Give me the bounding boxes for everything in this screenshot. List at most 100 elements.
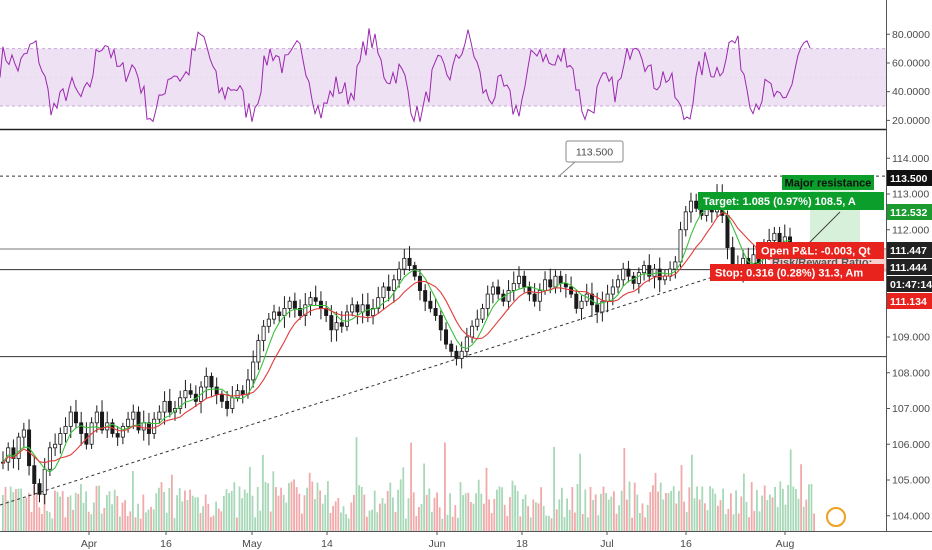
candle-body xyxy=(16,436,21,459)
volume-bar xyxy=(332,505,334,531)
volume-bar xyxy=(761,495,763,531)
candle xyxy=(47,441,52,477)
time-tick-label: May xyxy=(242,538,263,550)
volume-bar xyxy=(314,499,316,531)
price-tag: 111.134 xyxy=(887,293,932,309)
volume-bar xyxy=(389,482,392,531)
volume-bar xyxy=(483,503,485,531)
volume-bar xyxy=(537,503,540,531)
candle-body xyxy=(47,447,52,470)
candle xyxy=(167,388,172,418)
volume-bar xyxy=(72,509,74,531)
volume-bar xyxy=(106,495,108,531)
candle-body xyxy=(287,300,292,309)
candle-body xyxy=(402,257,407,270)
volume-bar xyxy=(38,507,41,531)
volume-bar xyxy=(290,481,293,531)
candle-body xyxy=(251,361,256,381)
volume-bar xyxy=(267,483,269,531)
volume-bar xyxy=(251,495,254,531)
stop-bg xyxy=(710,264,884,281)
ascending-trendline xyxy=(0,261,761,506)
volume-bar xyxy=(139,518,142,531)
candle xyxy=(688,192,693,223)
major-resistance-label: Major resistance xyxy=(782,175,874,190)
price-tick-label: 105.000 xyxy=(892,475,930,487)
candle xyxy=(204,367,209,399)
volume-bar xyxy=(20,488,22,531)
volume-bar xyxy=(215,501,217,531)
volume-bar xyxy=(288,483,290,531)
volume-bar xyxy=(155,493,158,531)
volume-bar xyxy=(171,474,173,531)
price-tag-bg xyxy=(887,170,932,186)
volume-bar xyxy=(342,506,345,531)
price-tick-label: 104.000 xyxy=(892,510,930,522)
volume-bar xyxy=(415,516,418,531)
target-label: Target: 1.085 (0.97%) 108.5, A xyxy=(698,192,884,210)
candle xyxy=(381,282,386,310)
candle-body xyxy=(68,411,73,427)
candle xyxy=(199,381,204,414)
candle xyxy=(574,289,579,314)
candle-body xyxy=(548,279,553,288)
candle-body xyxy=(397,268,402,281)
volume-bar xyxy=(519,516,522,531)
candle xyxy=(277,306,282,322)
volume-bar xyxy=(717,505,719,531)
volume-bar xyxy=(142,494,145,531)
volume-bar xyxy=(678,490,680,531)
volume-bar xyxy=(186,500,189,531)
volume-bar xyxy=(522,499,524,531)
volume-bar xyxy=(441,518,444,531)
volume-bar xyxy=(35,493,38,531)
volume-bar xyxy=(704,503,706,531)
candle-body xyxy=(120,425,125,438)
candle xyxy=(344,304,349,331)
candle-body xyxy=(537,290,542,302)
volume-bar xyxy=(347,518,350,531)
volume-bar xyxy=(730,493,732,531)
volume-bar xyxy=(236,517,238,531)
volume-bar xyxy=(488,499,490,531)
volume-bar xyxy=(228,493,230,531)
volume-bar xyxy=(657,491,659,531)
volume-bar xyxy=(48,512,51,531)
volume-bar xyxy=(808,484,810,531)
candle-body xyxy=(298,307,303,316)
open-pl-label: Open P&L: -0.003, Qt xyxy=(756,242,884,259)
candle-body xyxy=(272,311,277,320)
volume-bar xyxy=(659,482,662,531)
candle xyxy=(496,279,501,300)
volume-bar xyxy=(210,517,212,531)
candle-body xyxy=(730,247,735,266)
volume-bar xyxy=(542,506,545,531)
candle-body xyxy=(162,400,167,413)
candle xyxy=(219,390,224,408)
volume-bar xyxy=(207,503,210,531)
volume-bar xyxy=(238,486,241,531)
candle xyxy=(292,292,297,318)
stop-label: Stop: 0.316 (0.28%) 31.3, Am xyxy=(710,264,884,281)
candle xyxy=(162,391,167,425)
candle xyxy=(657,257,662,293)
candle-body xyxy=(376,297,381,309)
volume-bar xyxy=(329,512,332,531)
volume-bar xyxy=(303,495,306,531)
volume-bar xyxy=(410,442,412,531)
volume-bar xyxy=(54,490,56,531)
volume-bar xyxy=(691,454,693,531)
price-tag-bg xyxy=(887,204,932,220)
candle xyxy=(532,283,537,307)
volume-bar xyxy=(95,485,98,531)
volume-bar xyxy=(285,502,288,531)
candle xyxy=(428,291,433,313)
price-tag-text: 111.134 xyxy=(890,296,927,308)
volume-bar xyxy=(706,510,709,531)
volume-bar xyxy=(15,489,17,531)
volume-bar xyxy=(381,498,384,531)
candle xyxy=(511,271,516,301)
candle-body xyxy=(308,297,313,306)
candle xyxy=(303,292,308,327)
price-tick-label: 113.000 xyxy=(892,189,929,201)
